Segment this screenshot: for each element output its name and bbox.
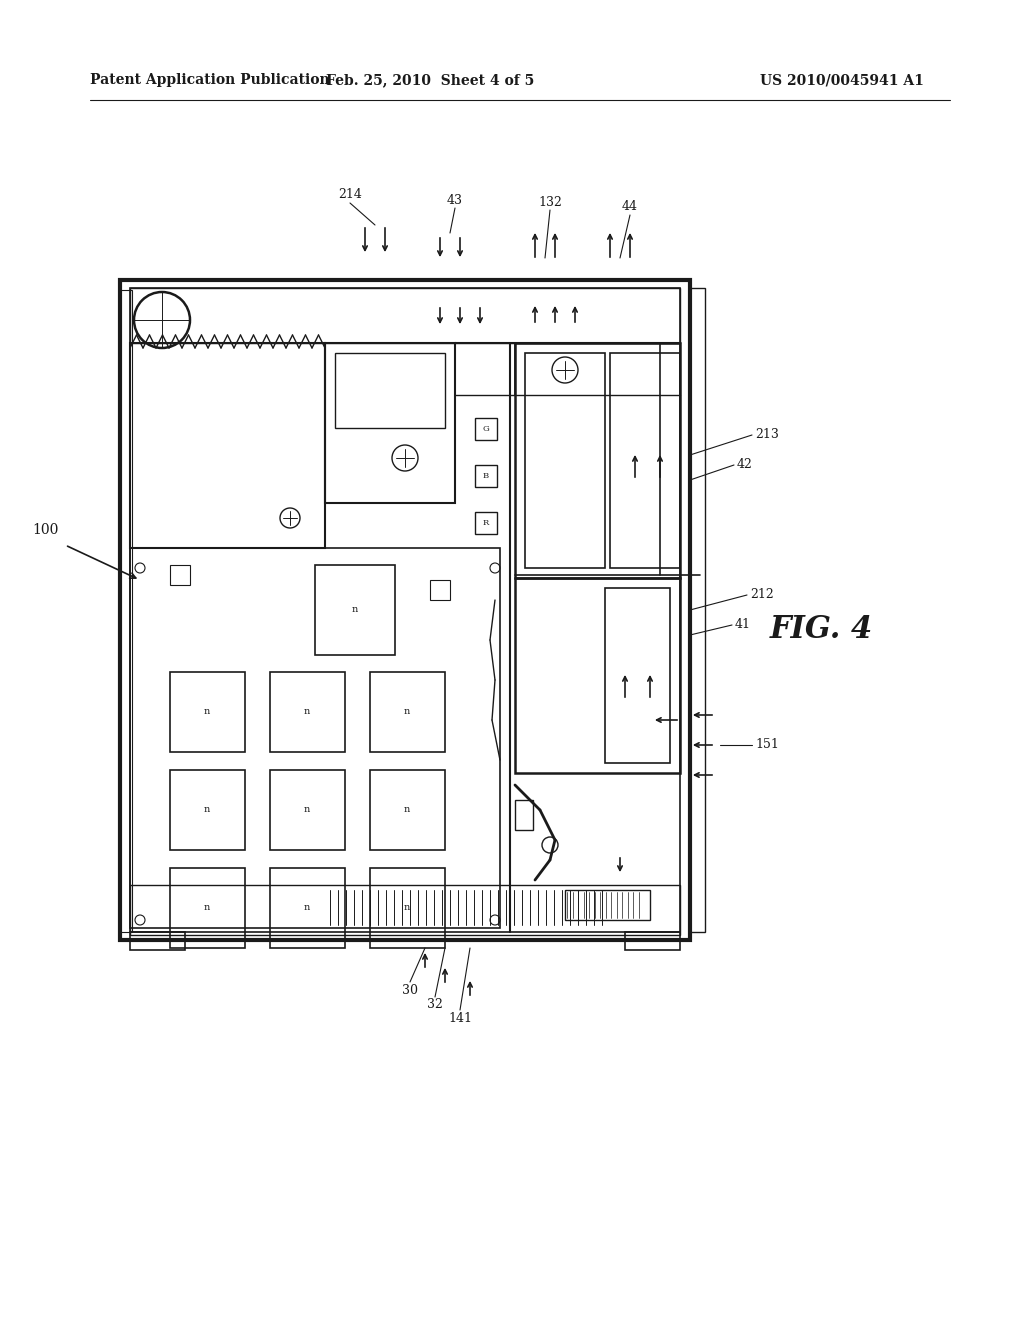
Bar [270,770,345,850]
Text: FIG. 4: FIG. 4 [770,615,873,645]
Text: 41: 41 [735,619,751,631]
Text: n: n [304,903,310,912]
Text: 100: 100 [32,523,58,537]
Text: 132: 132 [538,195,562,209]
Bar [170,672,245,752]
Text: n: n [304,805,310,814]
Text: n: n [403,708,411,717]
Text: R: R [483,519,489,527]
Bar [130,288,680,343]
Text: n: n [204,903,210,912]
Text: 212: 212 [750,589,774,602]
Text: 214: 214 [338,189,361,202]
Bar [370,869,445,948]
Text: 42: 42 [737,458,753,471]
Bar [130,288,680,932]
Bar [565,890,650,920]
Bar [335,352,445,428]
Text: G: G [482,425,489,433]
Bar [515,800,534,830]
Bar [315,565,395,655]
Bar [170,869,245,948]
Text: 30: 30 [402,983,418,997]
Text: n: n [204,708,210,717]
Text: 213: 213 [755,429,779,441]
Bar [430,579,450,601]
Bar [475,418,497,440]
Text: 141: 141 [449,1011,472,1024]
Text: B: B [483,473,489,480]
Text: n: n [204,805,210,814]
Text: Feb. 25, 2010  Sheet 4 of 5: Feb. 25, 2010 Sheet 4 of 5 [326,73,535,87]
Text: n: n [304,708,310,717]
Text: 32: 32 [427,998,443,1011]
Text: 44: 44 [622,201,638,214]
Text: 43: 43 [447,194,463,206]
Bar [170,565,190,585]
Bar [370,770,445,850]
Bar [625,932,680,950]
Bar [120,290,132,932]
Bar [270,672,345,752]
Bar [605,587,670,763]
Text: 151: 151 [755,738,779,751]
Bar [475,465,497,487]
Text: Patent Application Publication: Patent Application Publication [90,73,330,87]
Bar [130,343,325,548]
Text: US 2010/0045941 A1: US 2010/0045941 A1 [760,73,924,87]
Bar [370,672,445,752]
Bar [515,578,680,774]
Bar [170,770,245,850]
Bar [475,512,497,535]
Bar [610,352,680,568]
Bar [270,869,345,948]
Bar [130,932,185,950]
Bar [525,352,605,568]
Bar [130,884,680,935]
Bar [130,548,500,928]
Bar [690,288,705,932]
Bar [325,343,455,503]
Bar [120,280,690,940]
Text: n: n [403,903,411,912]
Text: n: n [403,805,411,814]
Bar [515,343,680,578]
Text: n: n [352,606,358,615]
